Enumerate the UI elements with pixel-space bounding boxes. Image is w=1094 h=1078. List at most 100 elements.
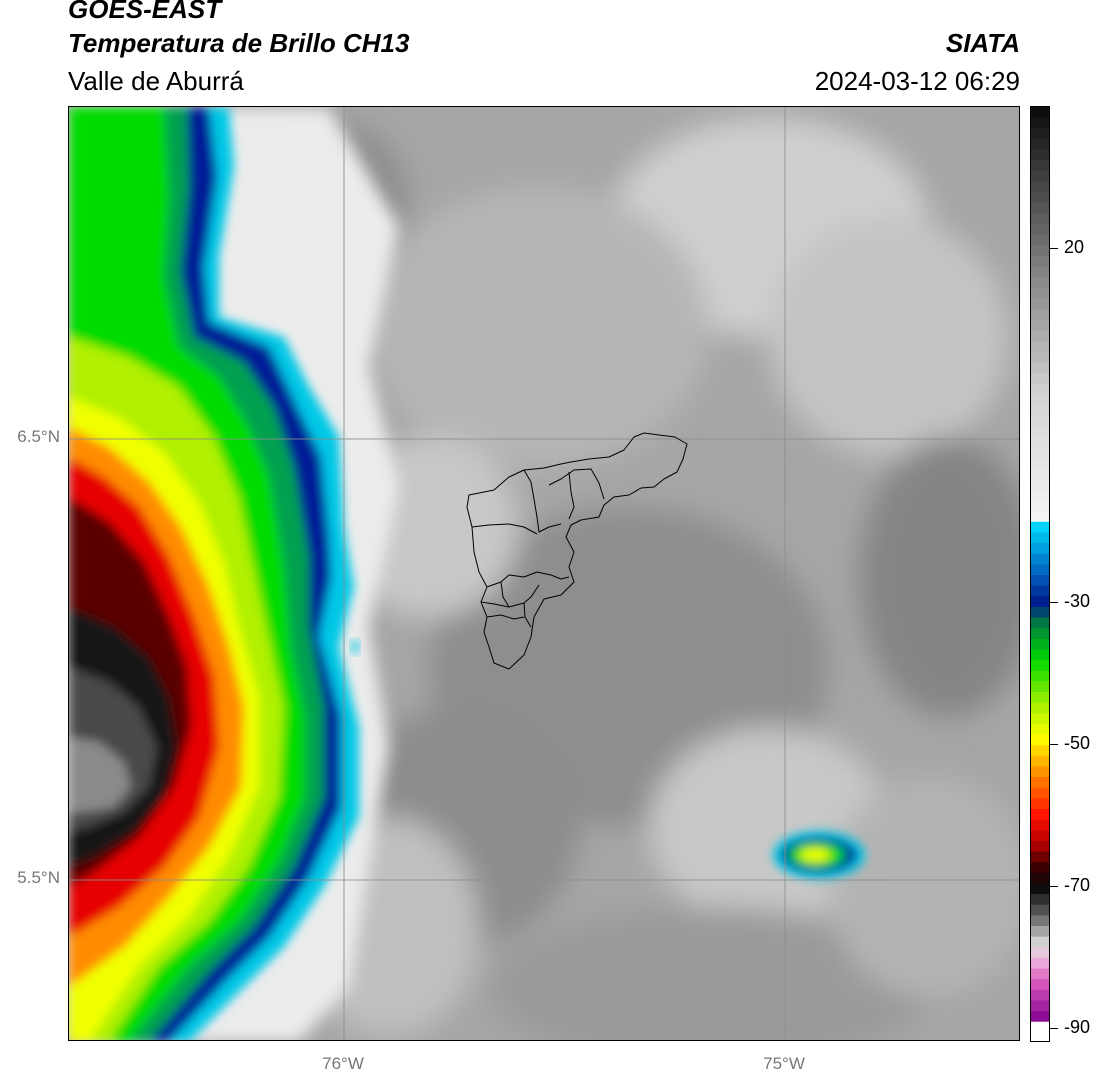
colorbar-band — [1031, 319, 1049, 331]
colorbar-band — [1031, 979, 1049, 991]
colorbar-band — [1031, 426, 1049, 438]
colorbar-band — [1031, 234, 1049, 246]
colorbar-tick-label: -90 — [1064, 1016, 1091, 1037]
colorbar-band — [1031, 287, 1049, 300]
colorbar-band — [1031, 277, 1049, 289]
lon-label-76w: 76°W — [322, 1054, 364, 1073]
colorbar-band — [1031, 372, 1049, 385]
colorbar-band — [1031, 298, 1049, 310]
colorbar-band — [1031, 692, 1049, 704]
colorbar-band — [1031, 617, 1049, 629]
colorbar-band — [1031, 468, 1049, 480]
colorbar-band — [1031, 702, 1049, 714]
colorbar-tick-label: 20 — [1064, 236, 1085, 257]
colorbar-band — [1031, 1000, 1049, 1012]
satellite-map[interactable] — [68, 106, 1020, 1041]
boundary-7 — [480, 601, 510, 608]
colorbar-band — [1031, 362, 1049, 374]
colorbar-band — [1031, 351, 1049, 363]
colorbar-tick-label: -70 — [1064, 875, 1091, 895]
colorbar-band — [1031, 532, 1049, 544]
colorbar-band — [1031, 128, 1049, 140]
colorbar-band — [1031, 851, 1049, 863]
colorbar-band — [1031, 521, 1049, 534]
convective-cell-east — [773, 831, 865, 879]
colorbar-band — [1031, 989, 1049, 1002]
colorbar-band — [1031, 713, 1049, 725]
colorbar-band — [1031, 819, 1049, 831]
colorbar-band — [1031, 745, 1049, 757]
lat-label-6-5n: 6.5°N — [17, 427, 60, 446]
colorbar-band — [1031, 585, 1049, 597]
colorbar-band — [1031, 926, 1049, 938]
colorbar-band — [1031, 479, 1049, 491]
colorbar-band — [1031, 766, 1049, 778]
colorbar-band — [1031, 192, 1049, 204]
colorbar-band — [1031, 149, 1049, 161]
colorbar-band — [1031, 649, 1049, 661]
colorbar-band — [1031, 404, 1049, 417]
colorbar-tick-mark — [1050, 602, 1058, 604]
colorbar-tick-mark — [1050, 247, 1058, 249]
colorbar-band — [1031, 734, 1049, 746]
colorbar-band — [1031, 777, 1049, 789]
colorbar-band — [1031, 564, 1049, 576]
colorbar-tick-mark — [1050, 1027, 1058, 1029]
colorbar-band — [1031, 670, 1049, 682]
colorbar-band — [1031, 458, 1049, 470]
boundary-3 — [568, 471, 575, 520]
colorbar-band — [1031, 883, 1049, 895]
colorbar-band — [1031, 181, 1049, 193]
colorbar-band — [1031, 255, 1049, 268]
datetime-label: 2024-03-12 06:29 — [814, 66, 1020, 96]
colorbar-band — [1031, 915, 1049, 927]
map-image — [69, 107, 1019, 1040]
colorbar-tick-mark — [1050, 886, 1058, 887]
satellite-title: GOES-EAST — [68, 0, 222, 24]
colorbar-band — [1031, 957, 1049, 970]
boundary-1 — [523, 469, 562, 533]
colorbar-band — [1031, 830, 1049, 842]
colorbar-band — [1031, 660, 1049, 672]
colorbar-band — [1031, 117, 1049, 129]
colorbar-tick-label: -30 — [1064, 591, 1091, 612]
temperature-colorbar — [1030, 106, 1050, 1042]
colorbar-band — [1031, 606, 1049, 619]
boundary-9 — [486, 614, 525, 620]
colorbar-band — [1031, 415, 1049, 427]
colorbar-band — [1031, 138, 1049, 151]
colorbar-band — [1031, 309, 1049, 321]
valley-outline — [466, 432, 688, 670]
municipal-boundaries — [466, 432, 688, 670]
colorbar-band — [1031, 628, 1049, 640]
colorbar-band — [1031, 394, 1049, 406]
colorbar-band — [1031, 936, 1049, 948]
colorbar-band — [1031, 224, 1049, 236]
colorbar-band — [1031, 170, 1049, 183]
colorbar-band — [1031, 330, 1049, 342]
colorbar-band — [1031, 809, 1049, 821]
colorbar-band — [1031, 723, 1049, 736]
colorbar-band — [1031, 872, 1049, 885]
colorbar-band — [1031, 1032, 1049, 1041]
colorbar-band — [1031, 341, 1049, 353]
colorbar-band — [1031, 489, 1049, 502]
colorbar-band — [1031, 553, 1049, 565]
colorbar-band — [1031, 245, 1049, 257]
convective-system-west — [69, 107, 359, 1040]
colorbar-band — [1031, 107, 1049, 119]
colorbar-band — [1031, 436, 1049, 448]
colorbar-band — [1031, 904, 1049, 916]
boundary-8 — [523, 602, 532, 628]
colorbar-band — [1031, 500, 1049, 512]
colorbar-band — [1031, 575, 1049, 587]
colorbar-band — [1031, 543, 1049, 555]
lon-label-75w: 75°W — [763, 1054, 805, 1073]
colorbar-band — [1031, 755, 1049, 768]
colorbar-band — [1031, 947, 1049, 959]
colorbar-tick-label: -50 — [1064, 733, 1091, 754]
colorbar-band — [1031, 787, 1049, 799]
organization-label: SIATA — [945, 28, 1020, 58]
colorbar-band — [1031, 894, 1049, 906]
colorbar-band — [1031, 447, 1049, 459]
